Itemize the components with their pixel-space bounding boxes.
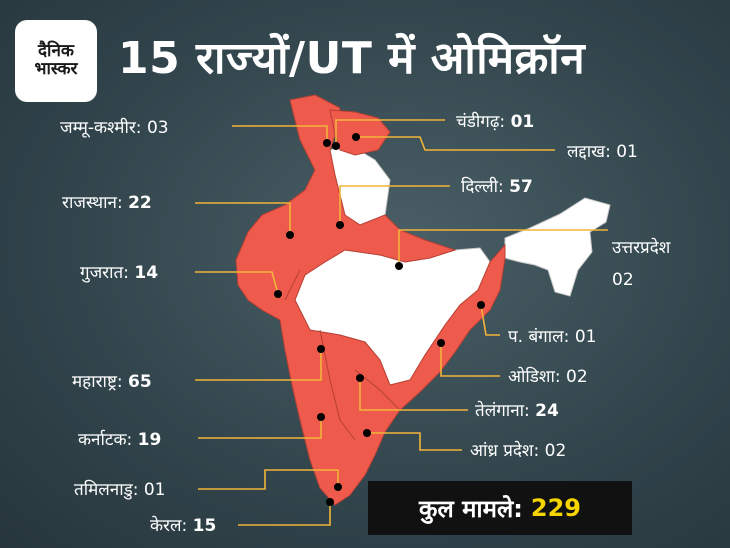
leader-lines — [195, 119, 608, 526]
label-ladakh: लद्दाख: 01 — [567, 142, 638, 162]
state-markers — [274, 133, 485, 506]
label-telangana: तेलंगाना: 24 — [475, 401, 559, 421]
label-karnataka: कर्नाटक: 19 — [78, 430, 162, 450]
label-jk: जम्मू-कश्मीर: 03 — [60, 118, 169, 138]
label-chandigarh: चंडीगढ़: 01 — [456, 112, 535, 132]
label-up: उत्तरप्रदेश 02 — [612, 238, 671, 290]
label-delhi: दिल्ली: 57 — [461, 177, 533, 197]
total-label: कुल मामले: — [419, 494, 523, 523]
label-wb: प. बंगाल: 01 — [508, 327, 597, 347]
label-gujarat: गुजरात: 14 — [80, 263, 159, 283]
label-maharashtra: महाराष्ट्र: 65 — [72, 372, 152, 392]
region-affected-mainland — [235, 94, 506, 506]
region-northeast — [504, 197, 611, 297]
total-value: 229 — [530, 494, 581, 522]
brand-line1: दैनिक — [38, 41, 74, 62]
page-title: 15 राज्यों/UT में ओमिक्रॉन — [118, 33, 586, 84]
total-cases-box: कुल मामले: 229 — [368, 481, 632, 535]
label-rajasthan: राजस्थान: 22 — [62, 193, 152, 213]
brand-logo: दैनिक भास्कर — [15, 20, 97, 102]
label-ap: आंध्र प्रदेश: 02 — [470, 441, 567, 461]
label-odisha: ओडिशा: 02 — [508, 367, 588, 387]
label-kerala: केरल: 15 — [150, 516, 217, 536]
brand-line2: भास्कर — [34, 59, 78, 79]
label-tn: तमिलनाडु: 01 — [74, 480, 166, 500]
